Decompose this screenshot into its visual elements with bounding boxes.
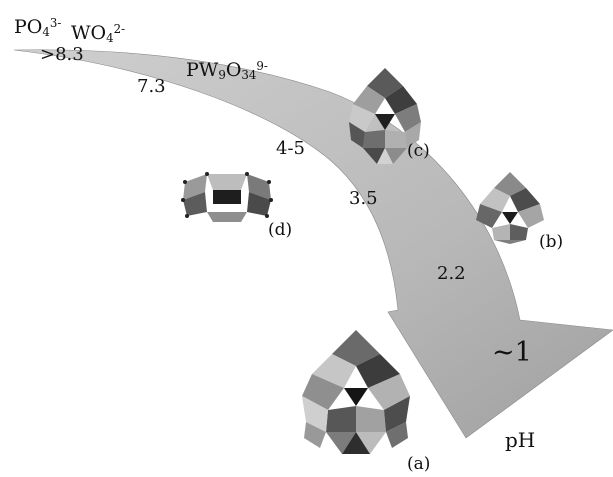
ph-value-label: 2.2 bbox=[437, 263, 466, 284]
polyhedra-structure-b bbox=[476, 172, 544, 244]
structure-label-b: (b) bbox=[539, 232, 564, 252]
polyhedra-structure-a bbox=[302, 330, 410, 454]
structure-label-a: (a) bbox=[407, 454, 431, 474]
structure-label-c: (c) bbox=[407, 141, 430, 161]
pw9o34-label: PW9O349- bbox=[186, 58, 268, 82]
ph-value-label: ~1 bbox=[492, 337, 532, 368]
ph-curved-arrow bbox=[13, 49, 613, 439]
structure-label-d: (d) bbox=[268, 220, 293, 240]
ph-value-label: >8.3 bbox=[40, 44, 84, 65]
ph-axis-label: pH bbox=[505, 428, 536, 452]
ph-value-label: 7.3 bbox=[137, 76, 166, 97]
tungstate-label: WO42- bbox=[71, 21, 126, 45]
polyhedra-structure-c bbox=[349, 68, 421, 164]
ph-value-label: 4-5 bbox=[276, 138, 305, 159]
ph-value-label: 3.5 bbox=[349, 188, 378, 209]
phosphate-label: PO43- bbox=[14, 15, 62, 39]
polyhedra-structure-d bbox=[181, 172, 273, 222]
